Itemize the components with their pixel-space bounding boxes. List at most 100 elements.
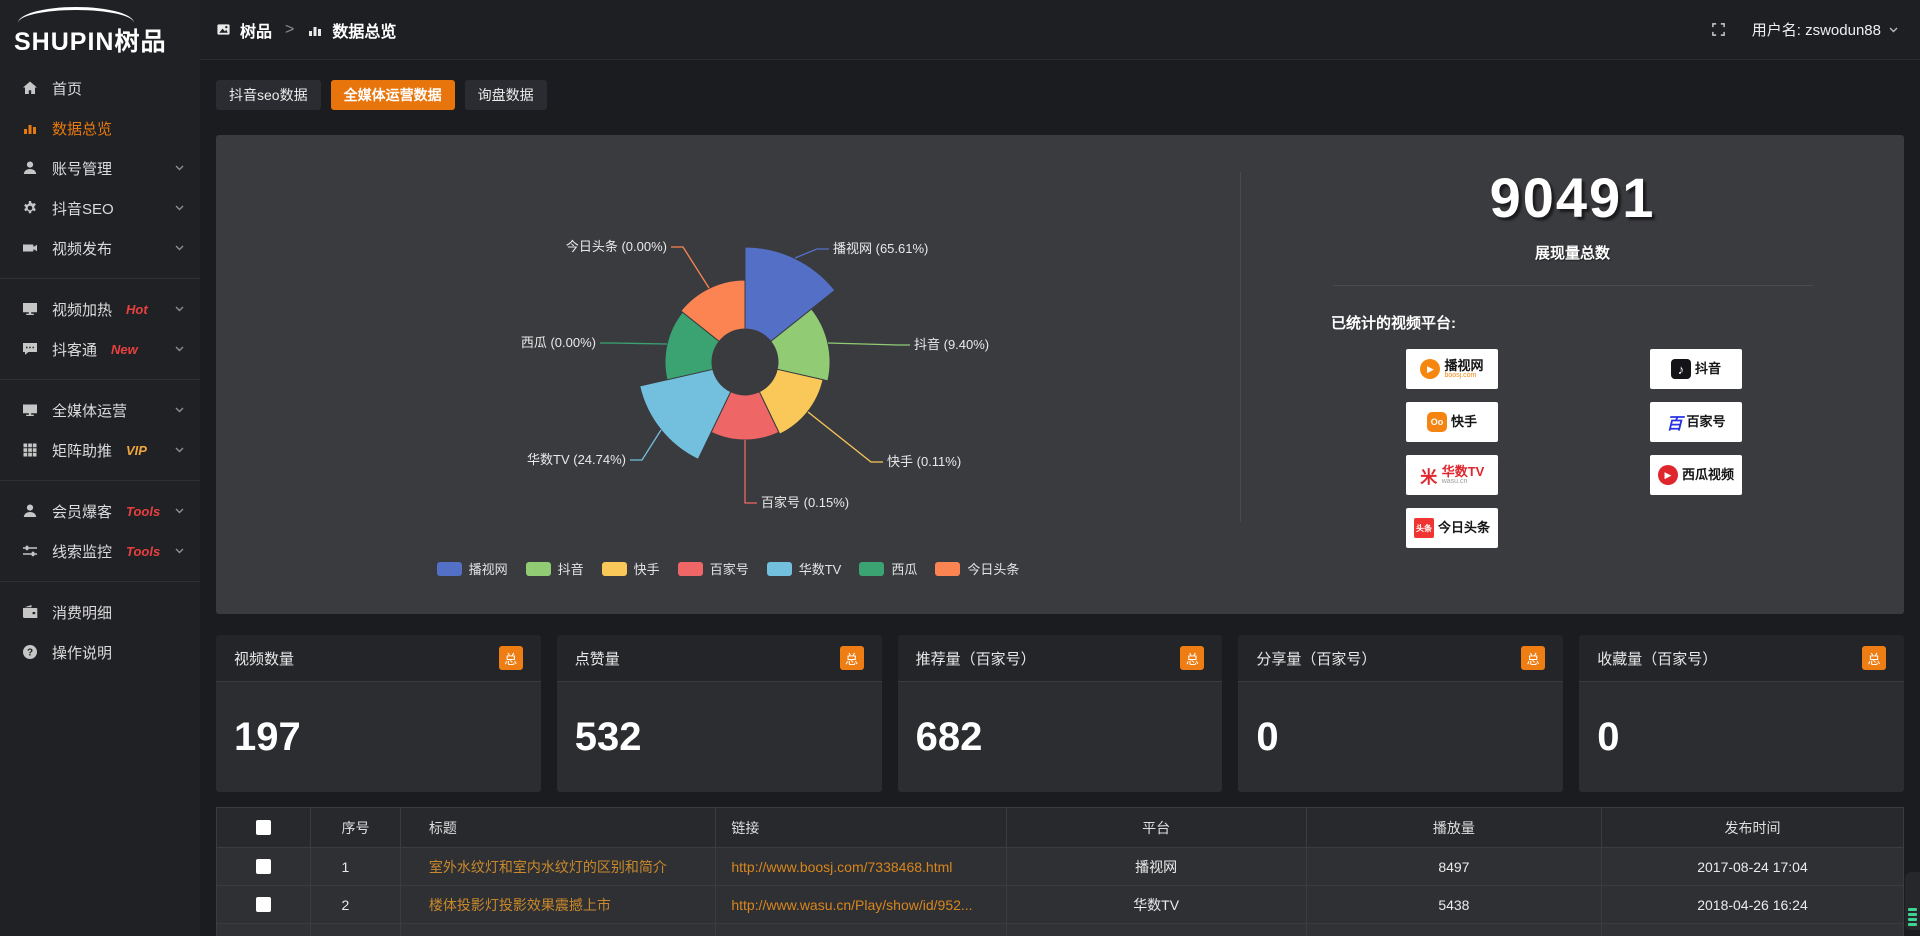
sidebar-item-matrix-boost[interactable]: 矩阵助推 VIP	[0, 430, 200, 470]
select-all-checkbox[interactable]	[256, 820, 272, 835]
douyin-icon: ♪	[1670, 359, 1691, 379]
sidebar-item-video-publish[interactable]: 视频发布	[0, 228, 200, 268]
pie-slice-播视网[interactable]	[744, 246, 836, 343]
breadcrumb-root[interactable]: 树品	[240, 23, 273, 41]
platform-badge-西瓜视频: ▶ 西瓜视频	[1650, 455, 1742, 495]
widget-stripe	[1908, 913, 1917, 916]
legend-chip	[935, 561, 961, 576]
sidebar-item-home[interactable]: 首页	[0, 68, 200, 108]
legend-chip	[859, 561, 885, 576]
chevron-down-icon	[175, 205, 184, 211]
cell-plays: 5438	[1305, 885, 1603, 924]
stat-card-header: 点赞量 总	[556, 635, 882, 682]
legend-item-西瓜[interactable]: 西瓜	[859, 559, 917, 578]
cell-title: 室外水纹灯和室内水纹灯的区别和简介	[399, 847, 717, 886]
sidebar-divider	[0, 278, 200, 279]
legend-item-播视网[interactable]: 播视网	[436, 559, 508, 578]
sidebar-item-badge: Tools	[126, 543, 161, 559]
tab-douyin-seo-data[interactable]: 抖音seo数据	[216, 80, 321, 110]
stat-card-0: 视频数量 总 197	[216, 635, 541, 792]
legend-item-华数TV[interactable]: 华数TV	[766, 559, 842, 578]
legend-item-今日头条[interactable]: 今日头条	[935, 559, 1019, 578]
total-badge: 总	[839, 646, 864, 670]
panel-divider	[1240, 172, 1241, 522]
legend-label: 抖音	[557, 562, 584, 577]
stat-card-header: 分享量（百家号） 总	[1238, 635, 1564, 682]
legend-chip	[766, 561, 792, 576]
sidebar-item-help[interactable]: ? 操作说明	[0, 632, 200, 672]
fullscreen-icon[interactable]	[1711, 22, 1726, 37]
pie-slice-今日头条[interactable]	[680, 279, 746, 343]
chevron-down-icon	[175, 407, 184, 413]
breadcrumb-current[interactable]: 数据总览	[332, 23, 397, 41]
legend-label: 播视网	[468, 562, 508, 577]
user-menu[interactable]: 用户名: zswodun88	[1752, 19, 1898, 40]
chart-legend: 播视网 抖音 快手 百家号 华数TV 西瓜 今日头条	[216, 559, 1240, 578]
sidebar-item-video-heat[interactable]: 视频加热 Hot	[0, 289, 200, 329]
stat-card-value: 0	[1256, 714, 1279, 759]
sidebar-item-clue-monitor[interactable]: 线索监控 Tools	[0, 531, 200, 571]
chevron-down-icon	[1889, 27, 1898, 33]
sidebar-item-data-overview[interactable]: 数据总览	[0, 108, 200, 148]
video-url-link[interactable]: http://www.boosj.com/7338468.html	[731, 858, 953, 875]
pie-slice-抖音[interactable]	[770, 308, 831, 382]
total-badge: 总	[498, 646, 523, 670]
cell-empty	[215, 923, 312, 936]
stat-card-1: 点赞量 总 532	[556, 635, 882, 792]
row-checkbox[interactable]	[256, 859, 272, 874]
legend-label: 华数TV	[798, 562, 842, 577]
platform-badge-text: 播视网 boosj.com	[1444, 358, 1483, 380]
legend-label: 快手	[633, 562, 660, 577]
column-header-platform: 平台	[1005, 807, 1307, 848]
platform-badge-华数TV: 米华数TV wasu.cn	[1406, 455, 1498, 495]
sidebar-item-label: 抖音SEO	[52, 200, 114, 218]
kuaishou-icon: Oo	[1426, 412, 1447, 432]
sidebar-item-media-ops[interactable]: 全媒体运营	[0, 390, 200, 430]
floating-widget[interactable]	[1905, 872, 1920, 930]
cell-empty	[715, 923, 1007, 936]
platform-badge-抖音: ♪ 抖音	[1650, 349, 1742, 389]
sidebar-item-member-baoke[interactable]: 会员爆客 Tools	[0, 491, 200, 531]
table-row-partial	[215, 923, 1904, 936]
home-icon	[22, 80, 38, 96]
platform-sub: boosj.com	[1444, 372, 1477, 380]
video-title-link[interactable]: 室外水纹灯和室内水纹灯的区别和简介	[428, 858, 667, 875]
sidebar-item-badge: Tools	[126, 503, 161, 519]
app-logo: SHUPIN树品	[0, 0, 200, 60]
xigua-icon: ▶	[1657, 465, 1678, 485]
sidebar-item-label: 抖客通	[52, 341, 98, 359]
logo-text: SHUPIN树品	[14, 22, 200, 58]
overview-panel: 播视网 (65.61%) 抖音 (9.40%) 快手 (0.11%) 百家号 (0.1…	[216, 135, 1904, 614]
sidebar-item-consume-detail[interactable]: 消费明细	[0, 592, 200, 632]
breadcrumb-section-icon	[307, 22, 323, 38]
video-url-link[interactable]: http://www.wasu.cn/Play/show/id/952...	[731, 896, 973, 913]
legend-item-抖音[interactable]: 抖音	[525, 559, 584, 578]
legend-label: 今日头条	[967, 562, 1020, 577]
sidebar-item-douketong[interactable]: 抖客通 New	[0, 329, 200, 369]
cell-num: 1	[310, 847, 401, 886]
sidebar-item-account-manage[interactable]: 账号管理	[0, 148, 200, 188]
tab-media-ops-data[interactable]: 全媒体运营数据	[330, 80, 455, 110]
legend-item-快手[interactable]: 快手	[601, 559, 660, 578]
platform-badge-text: 华数TV wasu.cn	[1442, 464, 1485, 486]
pie-slice-华数TV[interactable]	[639, 368, 732, 460]
row-checkbox-cell	[215, 847, 312, 886]
stat-card-value: 0	[1597, 714, 1620, 759]
cell-plays: 8497	[1305, 847, 1603, 886]
sidebar-item-douyin-seo[interactable]: 抖音SEO	[0, 188, 200, 228]
stat-card-title: 收藏量（百家号）	[1597, 650, 1718, 668]
platform-badge-text: 快手	[1451, 415, 1477, 429]
impressions-summary: 90491 展现量总数 已统计的视频平台: ▶ 播视网 boosj.com ♪ 抖音 Oo…	[1241, 135, 1904, 614]
legend-item-百家号[interactable]: 百家号	[677, 559, 749, 578]
total-badge: 总	[1521, 646, 1546, 670]
total-badge: 总	[1180, 646, 1205, 670]
row-checkbox[interactable]	[256, 897, 272, 912]
platform-badge-text: 今日头条	[1438, 521, 1490, 535]
pie-slice-快手[interactable]	[758, 368, 824, 435]
sidebar-item-label: 账号管理	[52, 160, 113, 178]
tab-inquiry-data[interactable]: 询盘数据	[464, 80, 547, 110]
chevron-down-icon	[175, 165, 184, 171]
video-title-link[interactable]: 楼体投影灯投影效果震撼上市	[428, 896, 611, 913]
platforms-label: 已统计的视频平台:	[1331, 315, 1456, 332]
